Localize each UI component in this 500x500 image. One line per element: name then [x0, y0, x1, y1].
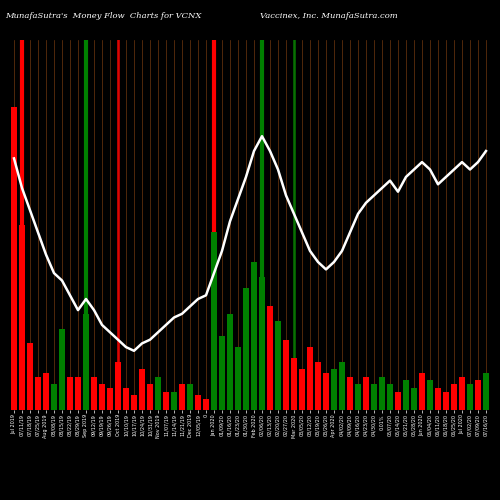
- Bar: [52, 384, 57, 410]
- Bar: [420, 373, 424, 410]
- Bar: [12, 106, 16, 410]
- Bar: [20, 225, 24, 410]
- Bar: [292, 358, 296, 410]
- Bar: [396, 392, 400, 410]
- Bar: [68, 376, 72, 410]
- Bar: [284, 340, 288, 410]
- Bar: [436, 388, 440, 410]
- Bar: [84, 314, 88, 410]
- Bar: [268, 306, 272, 410]
- Bar: [220, 336, 224, 410]
- Bar: [380, 376, 384, 410]
- Bar: [100, 384, 104, 410]
- Bar: [484, 373, 488, 410]
- Bar: [36, 376, 41, 410]
- Bar: [108, 388, 112, 410]
- Bar: [60, 328, 64, 410]
- Bar: [428, 380, 432, 410]
- Bar: [140, 370, 144, 410]
- Bar: [196, 395, 200, 410]
- Bar: [180, 384, 184, 410]
- Bar: [252, 262, 256, 410]
- Bar: [164, 392, 168, 410]
- Bar: [444, 392, 448, 410]
- Bar: [348, 376, 352, 410]
- Bar: [124, 388, 128, 410]
- Bar: [364, 376, 368, 410]
- Text: MunafaSutra's  Money Flow  Charts for VCNX: MunafaSutra's Money Flow Charts for VCNX: [5, 12, 202, 20]
- Bar: [460, 376, 464, 410]
- Bar: [372, 384, 376, 410]
- Bar: [212, 232, 216, 410]
- Bar: [76, 376, 80, 410]
- Bar: [276, 321, 280, 410]
- Bar: [260, 277, 264, 410]
- Bar: [356, 384, 360, 410]
- Bar: [476, 380, 480, 410]
- Bar: [300, 370, 304, 410]
- Bar: [28, 344, 32, 410]
- Bar: [244, 288, 248, 410]
- Bar: [188, 384, 192, 410]
- Bar: [340, 362, 344, 410]
- Bar: [332, 370, 336, 410]
- Bar: [324, 373, 328, 410]
- Bar: [452, 384, 456, 410]
- Bar: [236, 347, 240, 410]
- Bar: [156, 376, 160, 410]
- Bar: [412, 388, 416, 410]
- Bar: [92, 376, 96, 410]
- Bar: [316, 362, 320, 410]
- Bar: [228, 314, 232, 410]
- Bar: [44, 373, 49, 410]
- Bar: [116, 362, 120, 410]
- Bar: [308, 347, 312, 410]
- Bar: [132, 395, 136, 410]
- Bar: [468, 384, 472, 410]
- Bar: [404, 380, 408, 410]
- Bar: [388, 384, 392, 410]
- Text: Vaccinex, Inc. MunafaSutra.com: Vaccinex, Inc. MunafaSutra.com: [260, 12, 398, 20]
- Bar: [148, 384, 152, 410]
- Bar: [204, 399, 208, 410]
- Bar: [172, 392, 176, 410]
